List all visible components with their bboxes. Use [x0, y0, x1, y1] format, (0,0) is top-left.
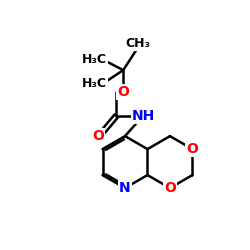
Text: O: O	[186, 142, 198, 156]
Text: H₃C: H₃C	[82, 77, 106, 90]
Text: O: O	[117, 85, 129, 99]
Text: CH₃: CH₃	[126, 37, 150, 50]
Text: O: O	[164, 181, 176, 195]
Text: H₃C: H₃C	[82, 53, 106, 66]
Text: N: N	[119, 181, 131, 195]
Text: NH: NH	[132, 109, 155, 123]
Text: O: O	[92, 129, 104, 143]
